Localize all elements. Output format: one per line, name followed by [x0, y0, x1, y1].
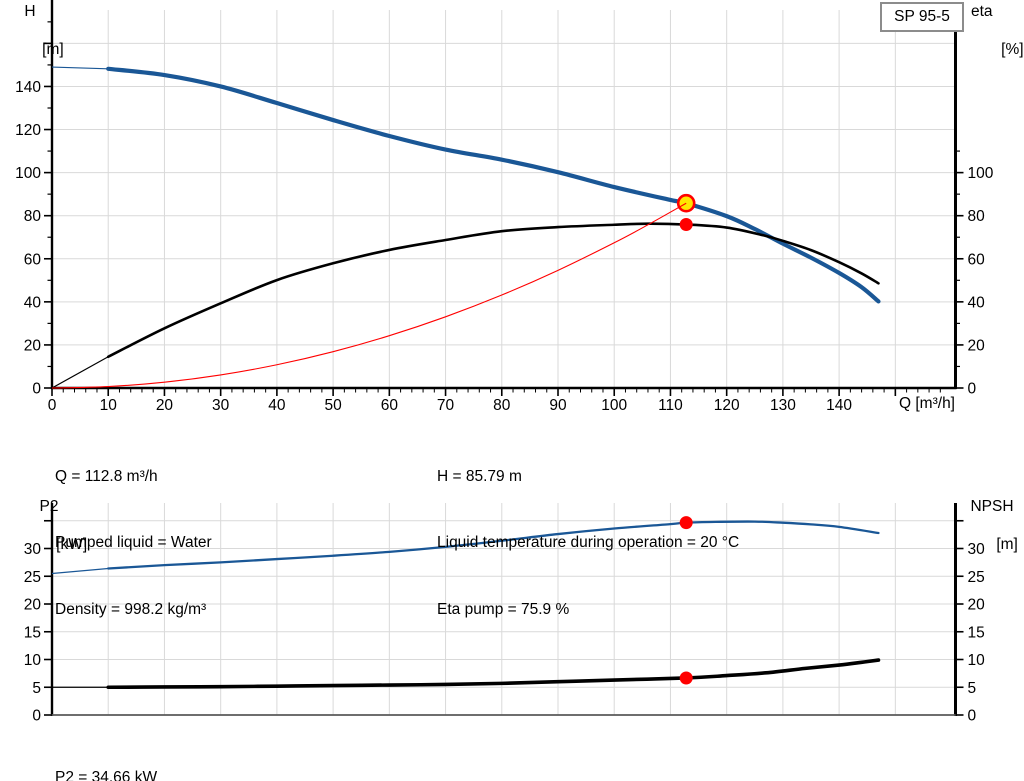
- eta-axis-title-line2: [%]: [1001, 41, 1024, 58]
- qh-performance-ytick-left-label: 120: [15, 122, 41, 139]
- q-axis-tick-label: 10: [100, 397, 118, 414]
- qh-performance-ytick-left-label: 0: [32, 381, 41, 398]
- q-axis-tick-label: 20: [156, 397, 174, 414]
- p2-axis-title-line1: P2: [39, 498, 59, 515]
- system-curve: [51, 202, 687, 389]
- eta-pump: Eta pump = 75.9 %: [437, 601, 570, 619]
- qh-performance-ytick-right-label: 0: [968, 381, 977, 398]
- qh-performance-ytick-right-label: 40: [968, 294, 986, 311]
- qh-performance-ytick-left-label: 20: [24, 337, 42, 354]
- p2-npsh-ytick-left-label: 20: [24, 597, 42, 614]
- npsh-axis-title-line2: [m]: [996, 536, 1018, 553]
- p2-npsh-ytick-left-label: 10: [24, 652, 42, 669]
- duty-q: Q = 112.8 m³/h: [55, 467, 158, 485]
- q-axis-unit-label: Q [m³/h]: [899, 395, 955, 412]
- qh-performance-axes: [50, 0, 957, 390]
- head-curve: [51, 66, 881, 304]
- q-axis-tick-label: 60: [381, 397, 399, 414]
- qh-performance-ytick-left-label: 60: [24, 251, 42, 268]
- liquid-temperature: Liquid temperature during operation = 20…: [437, 534, 740, 552]
- qh-performance-ytick-left-label: 40: [24, 294, 42, 311]
- q-axis-tick-label: 0: [48, 397, 57, 414]
- p2-npsh-ytick-right-label: 0: [968, 708, 977, 725]
- duty-point-head-marker: [676, 193, 696, 213]
- npsh-curve: [52, 658, 881, 690]
- qh-performance-ticks: 0 20 40 60 80 100 120 140 0 20 40 60 80 100 0 10 20 30 40 5…: [15, 21, 994, 414]
- eta-axis-title-line1: eta: [971, 3, 993, 20]
- npsh-axis-title: NPSH [m]: [964, 497, 1020, 554]
- p2-axis-title-line2: [kW]: [56, 536, 88, 553]
- qh-performance-ytick-right-label: 20: [968, 337, 986, 354]
- qh-performance-ytick-left-label: 140: [15, 79, 41, 96]
- p2-npsh-ytick-right-label: 25: [968, 569, 985, 586]
- q-axis-tick-label: 30: [212, 397, 230, 414]
- p2-npsh-ytick-right-label: 10: [968, 652, 986, 669]
- duty-info-bottom: P2 = 34.66 kW NPSH = 6.67 m: [55, 722, 163, 781]
- npsh-axis-title-line1: NPSH: [970, 498, 1014, 515]
- pumped-liquid: Pumped liquid = Water: [55, 534, 212, 552]
- p2-npsh-ytick-right-label: 30: [968, 541, 986, 558]
- p2-npsh-ticks: 0 5 10 15 20 25 30 0 5 10 15 20 25 30: [24, 519, 986, 725]
- pump-model-badge: SP 95-5: [880, 2, 964, 32]
- q-axis-tick-label: 140: [826, 397, 852, 414]
- q-axis-tick-label: 120: [714, 397, 740, 414]
- qh-performance-ytick-right-label: 80: [968, 208, 986, 225]
- q-axis-tick-label: 110: [658, 397, 683, 414]
- q-axis-tick-label: 80: [493, 397, 511, 414]
- q-axis-tick-label: 70: [437, 397, 455, 414]
- qh-performance-ytick-right-label: 60: [968, 251, 986, 268]
- p2-npsh-ytick-left-label: 0: [32, 708, 41, 725]
- h-axis-title: H [m]: [12, 2, 63, 59]
- p2-npsh-ytick-left-label: 5: [32, 680, 41, 697]
- p2-axis-title: P2 [kW]: [26, 497, 88, 554]
- p2-npsh-axes: [50, 503, 957, 716]
- duty-info-left: Q = 112.8 m³/h Pumped liquid = Water Den…: [55, 421, 212, 666]
- p2-npsh-ytick-right-label: 5: [968, 680, 977, 697]
- qh-performance-grid: [52, 10, 956, 388]
- p2-npsh-ytick-right-label: 20: [968, 597, 986, 614]
- duty-h: H = 85.79 m: [437, 467, 522, 485]
- p2-npsh-ytick-left-label: 30: [24, 541, 42, 558]
- p2-npsh-ytick-right-label: 15: [968, 624, 985, 641]
- q-axis-tick-label: 40: [268, 397, 286, 414]
- h-axis-title-line2: [m]: [42, 41, 64, 58]
- p2-npsh-ytick-left-label: 25: [24, 569, 41, 586]
- qh-performance-ytick-right-label: 100: [968, 165, 994, 182]
- q-axis-tick-label: 100: [601, 397, 627, 414]
- qh-performance-ytick-left-label: 80: [24, 208, 42, 225]
- p2-npsh-ytick-left-label: 15: [24, 624, 41, 641]
- q-axis-tick-label: 50: [324, 397, 342, 414]
- duty-point-eta-marker: [679, 218, 693, 232]
- eta-axis-title: eta [%]: [971, 2, 1024, 59]
- density: Density = 998.2 kg/m³: [55, 601, 207, 619]
- q-axis-tick-label: 130: [770, 397, 796, 414]
- eta-curve: [51, 222, 880, 389]
- qh-performance-ytick-left-label: 100: [15, 165, 41, 182]
- duty-point-p2-marker: [679, 516, 693, 530]
- h-axis-title-line1: H: [24, 3, 36, 20]
- duty-point-npsh-marker: [679, 671, 693, 685]
- p2-curve: [51, 520, 880, 575]
- q-axis-tick-label: 90: [549, 397, 567, 414]
- duty-info-right: H = 85.79 m Liquid temperature during op…: [437, 421, 739, 666]
- duty-p2: P2 = 34.66 kW: [55, 768, 158, 781]
